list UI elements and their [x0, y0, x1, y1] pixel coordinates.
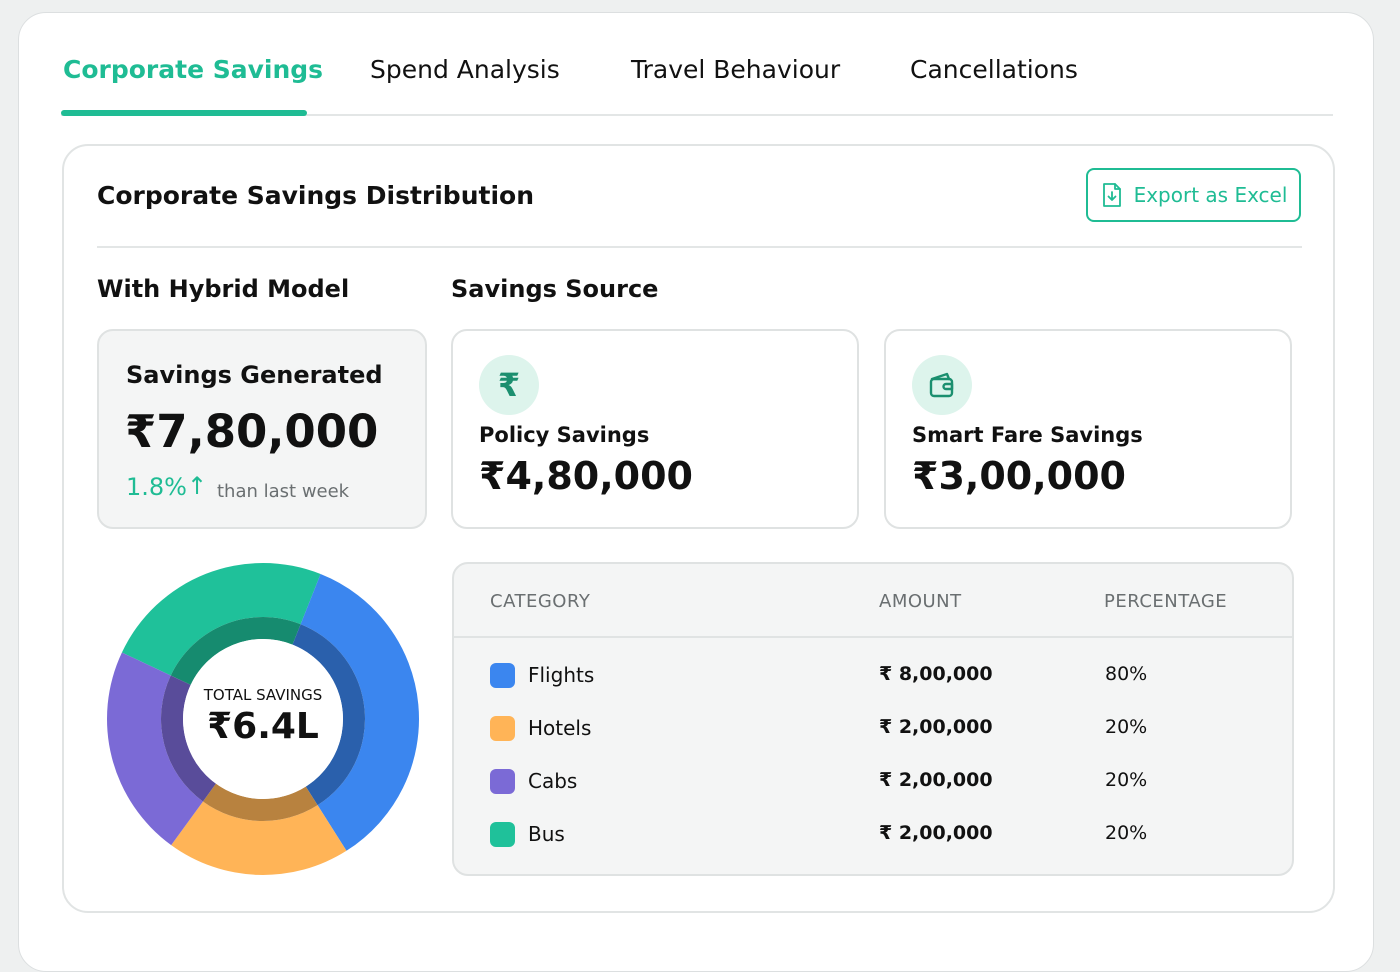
policy-savings-card: ₹ Policy Savings ₹4,80,000 [451, 329, 859, 529]
table-row: Cabs ₹ 2,00,000 20% [454, 761, 1292, 801]
smart-fare-savings-label: Smart Fare Savings [912, 423, 1143, 447]
category-amount: ₹ 2,00,000 [879, 822, 993, 844]
donut-slice-flights [300, 574, 419, 851]
policy-savings-label: Policy Savings [479, 423, 650, 447]
donut-slice-bus [121, 563, 321, 676]
column-header-percentage: PERCENTAGE [1104, 591, 1228, 612]
category-name: Bus [528, 822, 565, 846]
category-table: CATEGORY AMOUNT PERCENTAGE Flights ₹ 8,00… [452, 562, 1294, 876]
category-swatch [490, 822, 515, 847]
category-name: Flights [528, 663, 595, 687]
savings-distribution-card: Corporate Savings Distribution Export as… [62, 144, 1335, 913]
category-swatch [490, 663, 515, 688]
export-button-label: Export as Excel [1133, 183, 1288, 207]
category-amount: ₹ 2,00,000 [879, 716, 993, 738]
donut-hole [183, 639, 343, 799]
tab-cancellations[interactable]: Cancellations [910, 55, 1078, 84]
category-percentage: 20% [1105, 822, 1148, 844]
main-panel: Corporate Savings Spend Analysis Travel … [18, 12, 1374, 972]
file-download-icon [1102, 183, 1121, 207]
export-excel-button[interactable]: Export as Excel [1086, 168, 1301, 222]
category-percentage: 20% [1105, 716, 1148, 738]
donut-inner-slice-bus [170, 617, 301, 685]
smart-fare-savings-card: Smart Fare Savings ₹3,00,000 [884, 329, 1292, 529]
active-tab-indicator [61, 110, 307, 116]
column-header-category: CATEGORY [490, 591, 591, 612]
change-note: than last week [217, 481, 350, 502]
smart-fare-savings-value: ₹3,00,000 [912, 454, 1126, 498]
divider [97, 246, 1302, 248]
rupee-icon: ₹ [479, 355, 539, 415]
donut-inner-slice-flights [292, 624, 366, 806]
savings-generated-title: Savings Generated [126, 361, 383, 389]
category-swatch [490, 716, 515, 741]
table-row: Bus ₹ 2,00,000 20% [454, 814, 1292, 854]
donut-inner-slice-hotels [202, 783, 318, 821]
category-amount: ₹ 8,00,000 [879, 663, 993, 685]
table-row: Flights ₹ 8,00,000 80% [454, 655, 1292, 695]
tab-travel-behaviour[interactable]: Travel Behaviour [631, 55, 841, 84]
table-row: Hotels ₹ 2,00,000 20% [454, 708, 1292, 748]
tab-bar: Corporate Savings Spend Analysis Travel … [61, 13, 1333, 116]
tab-spend-analysis[interactable]: Spend Analysis [370, 55, 560, 84]
savings-donut-chart: TOTAL SAVINGS ₹6.4L [106, 562, 420, 876]
hybrid-section-label: With Hybrid Model [97, 275, 350, 303]
sources-section-label: Savings Source [451, 275, 659, 303]
column-header-amount: AMOUNT [879, 591, 962, 612]
donut-slice-hotels [171, 801, 347, 875]
change-percent: 1.8% [126, 473, 187, 501]
category-name: Hotels [528, 716, 592, 740]
donut-total: ₹6.4L [207, 706, 319, 747]
category-percentage: 20% [1105, 769, 1148, 791]
donut-center-label: TOTAL SAVINGS ₹6.4L [182, 686, 344, 747]
policy-savings-value: ₹4,80,000 [479, 454, 693, 498]
header-divider [454, 636, 1292, 638]
card-title: Corporate Savings Distribution [97, 181, 534, 210]
donut-inner-slice-cabs [161, 675, 216, 802]
tab-corporate-savings[interactable]: Corporate Savings [63, 55, 324, 84]
arrow-up-icon: ↑ [187, 472, 208, 500]
donut-slice-cabs [106, 652, 203, 846]
donut-caption: TOTAL SAVINGS [203, 686, 323, 704]
wallet-icon [912, 355, 972, 415]
savings-generated-value: ₹7,80,000 [125, 405, 379, 458]
category-amount: ₹ 2,00,000 [879, 769, 993, 791]
category-percentage: 80% [1105, 663, 1148, 685]
savings-generated-card: Savings Generated ₹7,80,000 1.8% ↑ than … [97, 329, 427, 529]
category-swatch [490, 769, 515, 794]
category-name: Cabs [528, 769, 578, 793]
